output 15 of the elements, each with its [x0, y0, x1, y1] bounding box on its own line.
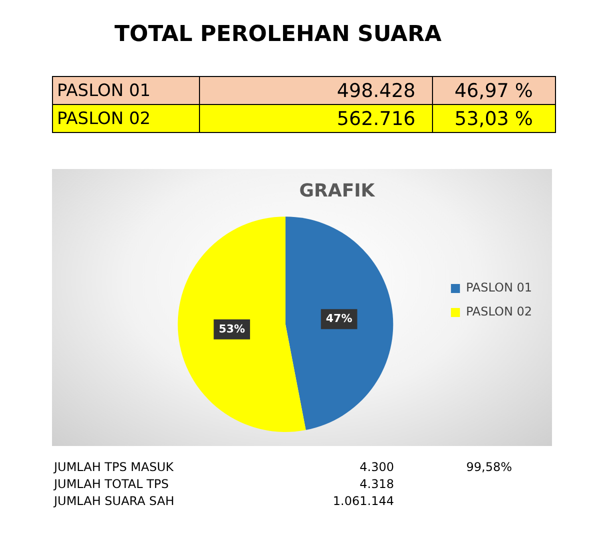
text: JUMLAH TPS MASUK 4.300 99,58% — [54, 460, 512, 474]
data-label: 53% — [218, 322, 246, 336]
text: 46,97 % — [432, 76, 556, 104]
legend-label: PASLON 01 — [466, 280, 532, 295]
data-label: 47% — [326, 312, 352, 326]
category-label: PASLON 02 — [57, 108, 151, 128]
category-label: PASLON 01 — [57, 80, 151, 100]
text: 498.428 — [199, 76, 432, 104]
text: 562.716 — [199, 104, 432, 132]
legend-label: PASLON 02 — [466, 304, 532, 319]
chart-title: TOTAL PEROLEHAN SUARA — [113, 22, 443, 49]
text: 53,03 % — [432, 104, 556, 132]
text: JUMLAH TOTAL TPS 4.318 — [54, 477, 394, 491]
text: JUMLAH SUARA SAH 1.061.144 — [54, 494, 394, 508]
chart-subtitle: GRAFIK — [299, 180, 376, 202]
